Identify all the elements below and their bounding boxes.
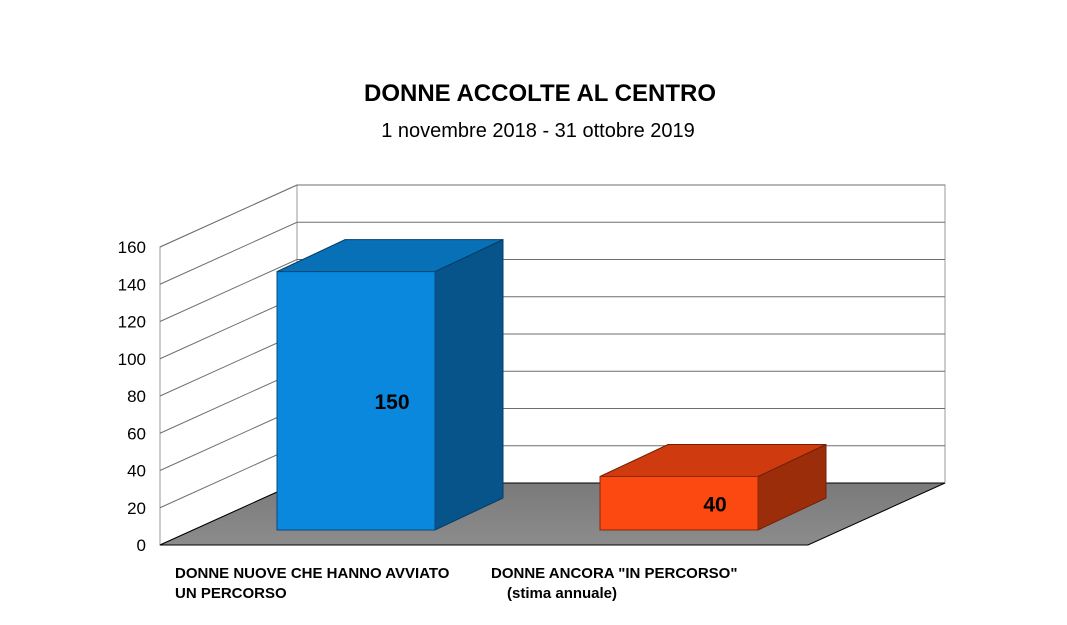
data-label: 150 (374, 391, 409, 414)
bar (276, 238, 504, 531)
x-category-label: DONNE NUOVE CHE HANNO AVVIATO (175, 565, 450, 582)
gridline (159, 221, 945, 285)
gridline (159, 184, 945, 248)
data-labels: 150 40 (374, 391, 726, 516)
bars (276, 238, 827, 531)
bar-front (599, 476, 759, 531)
x-category-label: UN PERCORSO (175, 585, 287, 602)
y-tick-label: 100 (118, 350, 146, 369)
y-tick-label: 140 (118, 275, 146, 294)
x-category-label: (stima annuale) (507, 585, 617, 602)
chart-title: DONNE ACCOLTE AL CENTRO (364, 80, 716, 107)
y-axis-ticks: 0 20 40 60 80 100 120 140 160 (118, 238, 146, 555)
y-tick-label: 20 (127, 499, 146, 518)
y-tick-label: 120 (118, 313, 146, 332)
gridline (159, 259, 945, 322)
y-tick-label: 80 (127, 387, 146, 406)
chart-subtitle: 1 novembre 2018 - 31 ottobre 2019 (381, 120, 695, 142)
y-tick-label: 0 (137, 536, 146, 555)
y-tick-label: 160 (118, 238, 146, 257)
data-label: 40 (703, 493, 726, 516)
y-tick-label: 40 (127, 462, 146, 481)
x-axis-labels: DONNE NUOVE CHE HANNO AVVIATO UN PERCORSO… (175, 565, 737, 602)
bar (599, 443, 827, 531)
x-category-label: DONNE ANCORA "IN PERCORSO" (491, 565, 737, 582)
y-tick-label: 60 (127, 424, 146, 443)
bar-front (276, 271, 436, 531)
bar-side (434, 238, 504, 531)
